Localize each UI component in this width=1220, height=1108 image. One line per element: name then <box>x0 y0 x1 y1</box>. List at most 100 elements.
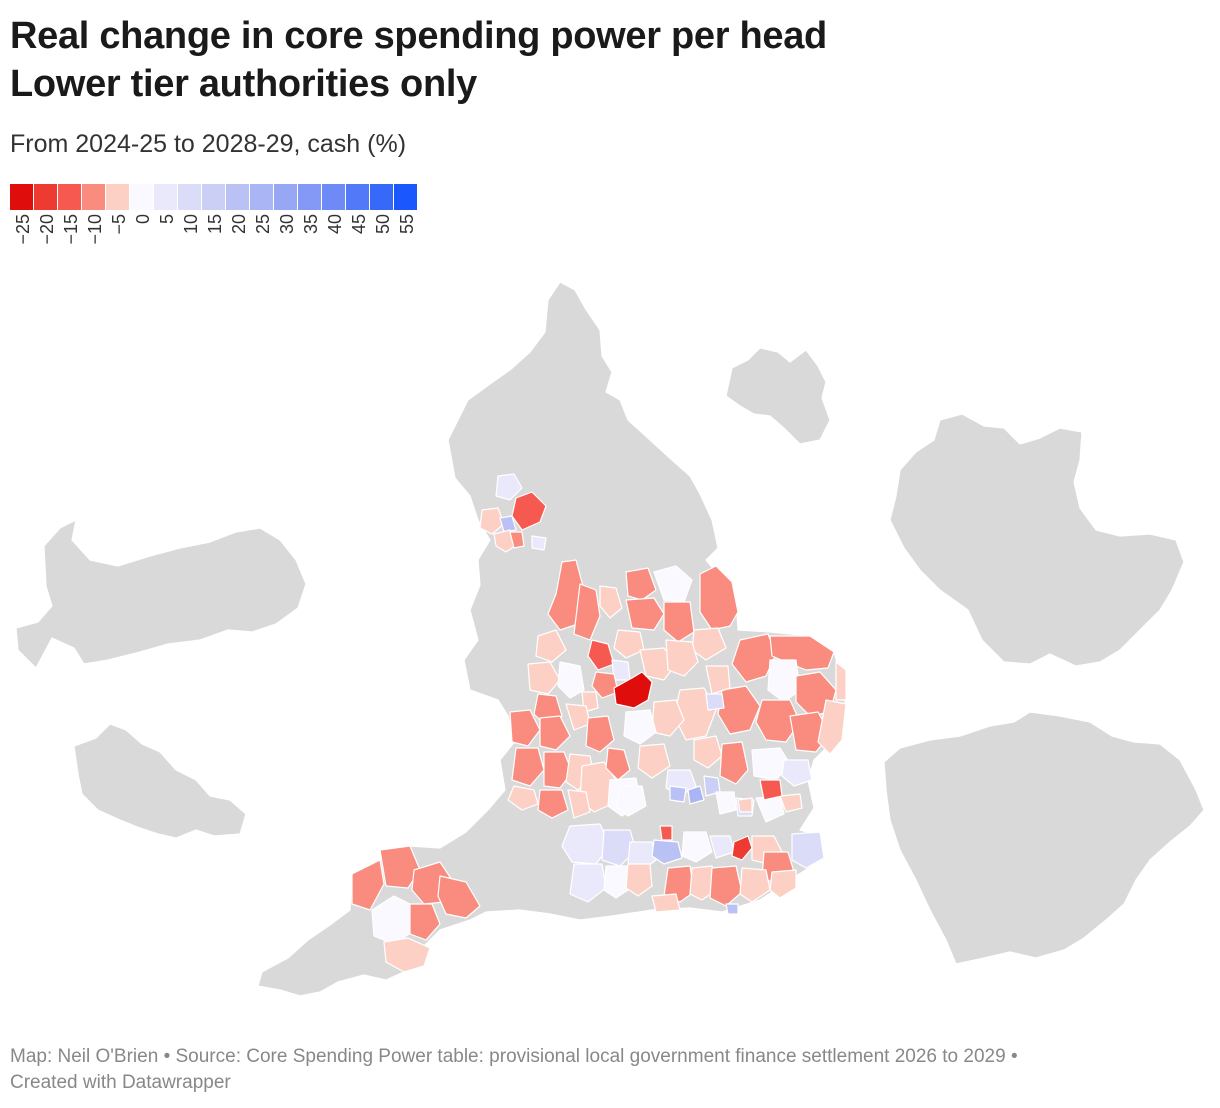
region-cannock[interactable] <box>527 661 561 695</box>
region-mid-sussex[interactable] <box>709 865 743 907</box>
region-east-cambs[interactable] <box>705 665 731 695</box>
region-bromsgrove[interactable] <box>539 715 571 751</box>
region-ribble-valley[interactable] <box>499 515 517 533</box>
region-eastbourne[interactable] <box>725 903 739 915</box>
region-dacorum[interactable] <box>669 785 687 803</box>
region-hart[interactable] <box>651 839 683 865</box>
region-havant[interactable] <box>625 863 653 897</box>
region-ashford[interactable] <box>791 831 825 869</box>
region-colchester[interactable] <box>781 759 813 787</box>
legend-swatch <box>82 184 105 210</box>
legend-label: 55 <box>397 214 417 235</box>
region-west-lindsey[interactable] <box>653 565 693 603</box>
inset-tyne-and-wear <box>725 347 831 445</box>
legend-swatch <box>178 184 201 210</box>
legend-label: −15 <box>61 214 81 245</box>
legend-swatch <box>154 184 177 210</box>
legend-swatch <box>250 184 273 210</box>
legend-swatch <box>106 184 129 210</box>
title-line-2: Lower tier authorities only <box>10 63 477 105</box>
inset-london <box>883 711 1205 965</box>
region-east-lindsey[interactable] <box>699 565 739 631</box>
region-wyre-forest[interactable] <box>509 709 541 747</box>
region-north-west-leics[interactable] <box>591 671 619 699</box>
region-rushcliffe[interactable] <box>613 629 645 659</box>
region-pendle[interactable] <box>509 531 525 549</box>
region-rushmoor[interactable] <box>659 825 673 841</box>
subtitle: From 2024-25 to 2028-29, cash (%) <box>10 130 407 158</box>
legend-label: 5 <box>157 214 177 225</box>
region-winchester[interactable] <box>569 863 607 903</box>
legend-labels: −25 −20 −15 −10 −5 0 5 10 15 20 25 30 35 40 45 50 55 <box>10 210 440 270</box>
region-staffs-moorlands[interactable] <box>535 629 567 663</box>
legend-label: −25 <box>13 214 33 245</box>
region-malvern[interactable] <box>511 747 545 787</box>
header: Real change in core spending power per h… <box>10 12 1200 108</box>
region-cheltenham[interactable] <box>537 789 569 819</box>
region-huntingdonshire[interactable] <box>693 735 723 769</box>
region-south-cambs[interactable] <box>719 741 749 785</box>
choropleth-map[interactable] <box>0 270 1220 1030</box>
legend-label: 40 <box>325 214 345 235</box>
region-daventry[interactable] <box>623 709 657 745</box>
region-north-warwickshire[interactable] <box>585 715 615 753</box>
region-lincoln-west[interactable] <box>625 567 657 601</box>
region-horsham[interactable] <box>689 865 717 901</box>
legend-label: −20 <box>37 214 57 245</box>
region-south-hams[interactable] <box>383 937 431 973</box>
region-east-herts[interactable] <box>715 791 737 815</box>
region-fenland[interactable] <box>705 693 725 711</box>
map-svg[interactable] <box>0 270 1220 1030</box>
region-bassetlaw[interactable] <box>599 585 623 619</box>
legend-label: 30 <box>277 214 297 235</box>
region-rother[interactable] <box>769 869 797 899</box>
legend-label: 35 <box>301 214 321 235</box>
region-cotswold[interactable] <box>567 789 591 819</box>
region-warwick[interactable] <box>605 747 631 781</box>
region-wealden[interactable] <box>739 867 771 903</box>
region-rochford[interactable] <box>779 793 803 813</box>
region-high-peak[interactable] <box>547 559 585 631</box>
region-basildon[interactable] <box>759 779 783 801</box>
region-harlow[interactable] <box>737 797 753 813</box>
region-central-beds[interactable] <box>637 743 671 779</box>
region-teignbridge[interactable] <box>409 903 441 941</box>
region-east-suffolk[interactable] <box>817 699 847 755</box>
region-great-yarmouth[interactable] <box>835 661 847 701</box>
region-st-albans[interactable] <box>687 785 705 805</box>
region-lancaster[interactable] <box>479 507 505 535</box>
region-lichfield[interactable] <box>557 661 585 699</box>
legend-swatches <box>10 184 440 210</box>
legend-swatch <box>34 184 57 210</box>
region-burnley[interactable] <box>531 535 547 551</box>
inset-west-midlands <box>73 723 247 839</box>
region-breckland[interactable] <box>717 685 761 735</box>
legend-label: 50 <box>373 214 393 235</box>
region-east-hampshire[interactable] <box>603 865 635 899</box>
region-kings-lynn[interactable] <box>731 633 777 683</box>
footer-credit[interactable]: Created with Datawrapper <box>10 1072 231 1093</box>
region-guildford[interactable] <box>681 831 713 863</box>
region-sevenoaks[interactable] <box>731 835 753 861</box>
region-south-kesteven[interactable] <box>665 639 699 677</box>
region-tewkesbury[interactable] <box>507 785 539 811</box>
legend-label: 10 <box>181 214 201 235</box>
region-chichester[interactable] <box>663 865 695 903</box>
legend-label: 0 <box>133 214 153 225</box>
region-north-kesteven[interactable] <box>625 597 665 631</box>
region-derbyshire-dales[interactable] <box>573 583 601 641</box>
legend-swatch <box>10 184 33 210</box>
region-charnwood[interactable] <box>613 671 653 709</box>
region-broadland[interactable] <box>767 659 801 703</box>
legend-label: −5 <box>109 214 129 235</box>
region-torridge[interactable] <box>351 859 385 911</box>
region-south-norfolk[interactable] <box>755 699 801 743</box>
region-amber-valley[interactable] <box>587 639 615 671</box>
region-cumbria-south[interactable] <box>495 473 523 501</box>
region-cherwell[interactable] <box>615 785 647 817</box>
region-arun[interactable] <box>651 893 681 913</box>
title-line-1: Real change in core spending power per h… <box>10 15 827 57</box>
region-boston[interactable] <box>663 601 695 643</box>
color-legend: −25 −20 −15 −10 −5 0 5 10 15 20 25 30 35 40 45 50 55 <box>10 184 440 264</box>
region-east-devon[interactable] <box>437 875 481 919</box>
